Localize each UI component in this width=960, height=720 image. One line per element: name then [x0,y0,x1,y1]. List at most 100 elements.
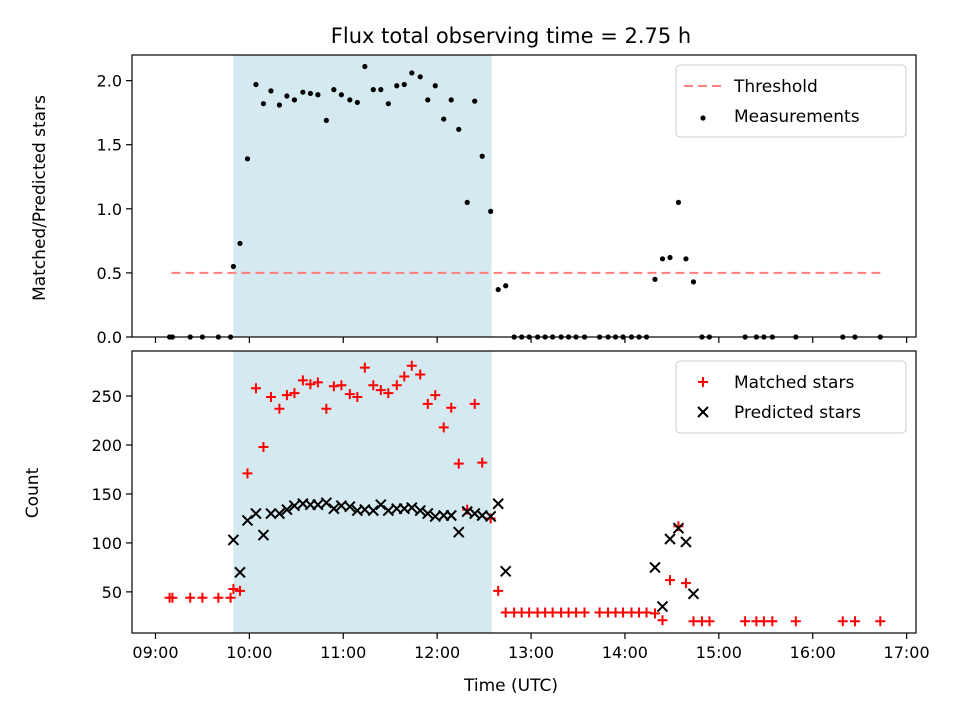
x-tick-label: 13:00 [508,643,554,662]
matched-star-point [422,398,433,409]
y-tick-label: 1.5 [97,136,122,155]
y-tick-label: 100 [91,534,122,553]
predicted-star-point [328,502,340,515]
matched-star-point [430,390,441,401]
predicted-star-point [281,503,293,516]
matched-star-point [265,392,276,403]
shaded-observing-span-layer [233,55,492,633]
measurement-point [284,93,290,99]
predicted-star-point [257,529,270,541]
measurement-point [425,97,431,103]
series-matched-stars [164,360,886,627]
matched-star-point [571,607,582,618]
measurement-point [230,263,237,270]
measurement-point [347,97,353,103]
y-tick-label: 250 [91,387,122,406]
predicted-star-point [445,509,457,522]
predicted-star-point [382,504,395,517]
matched-star-point [493,585,504,596]
y-tick-label: 50 [102,583,122,602]
measurement-point [331,87,337,93]
y-tick-label: 0.0 [97,328,122,347]
predicted-star-point [484,510,497,523]
matched-star-point [438,422,449,433]
x-tick-label: 16:00 [790,643,836,662]
legend-layer[interactable]: Threshold Measurements Matched stars Predic… [675,64,907,434]
predicted-star-point [344,500,356,513]
matched-star-point [281,390,292,401]
predicted-star-point [375,499,387,511]
measurement-point [378,87,384,93]
x-tick-label: 10:00 [226,643,272,662]
legend-box [675,360,907,434]
measurement-point [253,81,259,88]
measurement-point [495,286,501,293]
y-tick-label: 200 [91,436,122,455]
predicted-star-point [250,507,262,520]
matched-star-point [453,458,464,469]
measurement-point [503,283,509,289]
matched-star-point [767,616,778,627]
x-tick-label: 11:00 [320,643,366,662]
legend-ratio[interactable]: Threshold Measurements [675,64,907,138]
matched-star-point [383,388,394,399]
measurement-point [385,101,391,107]
predicted-star-point [656,600,669,613]
matched-star-point [688,616,699,627]
predicted-star-point [234,566,246,578]
predicted-star-point [422,507,434,520]
matched-star-point [297,375,308,386]
predicted-star-point [227,534,240,546]
matched-star-point [185,592,196,603]
measurement-point [667,254,673,261]
matched-star-point [849,616,860,627]
measurement-point [268,88,274,94]
x-tick-label: 17:00 [884,643,930,662]
measurement-point [690,279,697,285]
measurement-point [675,199,682,206]
measurement-point [479,153,485,159]
legend-label: Matched stars [734,373,854,393]
matched-star-point [359,362,370,373]
matched-star-point [657,615,668,626]
measurement-point [315,92,321,98]
predicted-star-point [672,522,685,534]
predicted-star-point [273,507,286,520]
measurement-point [652,276,658,282]
measurement-point [488,208,494,214]
legend-counts[interactable]: Matched stars Predicted stars [675,360,907,434]
predicted-star-point [453,526,465,538]
shaded-span-ratio [233,55,492,337]
matched-star-point [547,607,558,618]
matched-star-point [312,377,323,388]
matched-star-point [225,592,236,603]
data-marks-layer [164,63,886,627]
chart-title: Flux total observing time = 2.75 h [331,24,691,48]
matched-star-point [680,578,691,589]
legend-label: Threshold [733,77,818,97]
measurement-point [300,89,306,95]
predicted-star-point [406,501,418,514]
matched-star-point [391,380,402,391]
shaded-span-counts [233,351,492,633]
matched-star-point [344,389,355,400]
y-axis-label-count: Count [23,467,43,518]
matched-star-point [258,441,269,452]
matched-star-point [500,607,511,618]
measurement-point [659,256,666,262]
measurement-point [448,97,454,103]
measurement-point [323,117,329,123]
measurement-point [456,126,462,132]
predicted-star-point [288,500,301,512]
matched-star-point [228,583,239,594]
matched-star-point [274,403,285,414]
axes-layer: 0.0 0.5 1.0 1.5 2.0 50 100 150 200 250 09:00 10:00 1… [91,54,930,662]
measurement-point [401,81,407,88]
measurement-point [441,116,447,122]
matched-star-point [375,385,386,396]
predicted-star-point [492,498,504,510]
matched-star-point [446,402,457,413]
measurement-point [394,83,400,89]
matched-star-point [790,616,801,627]
